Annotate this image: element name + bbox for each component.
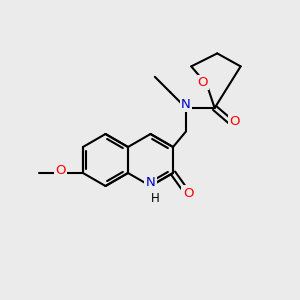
Text: O: O	[230, 115, 240, 128]
Text: H: H	[151, 191, 160, 205]
Text: O: O	[56, 164, 66, 176]
Text: O: O	[198, 76, 208, 89]
Text: N: N	[181, 98, 191, 110]
Text: N: N	[146, 176, 155, 190]
Text: O: O	[183, 187, 193, 200]
